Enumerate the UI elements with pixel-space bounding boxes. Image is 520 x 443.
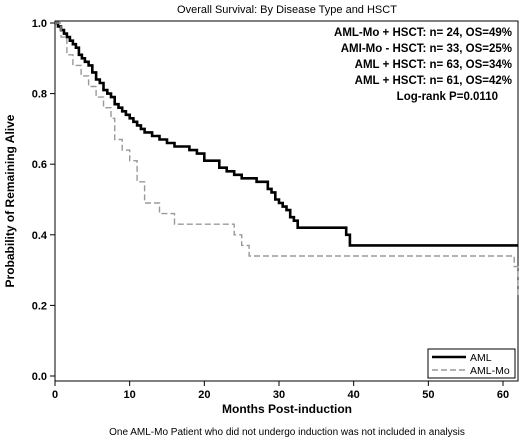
y-tick-label-2: 0.4 [32,230,48,242]
chart-title: Overall Survival: By Disease Type and HS… [177,4,397,16]
x-tick-label-2: 20 [198,389,210,401]
x-tick-label-3: 30 [273,389,285,401]
stats-annotation: AML-Mo + HSCT: n= 24, OS=49% AMI-Mo - HS… [334,27,512,103]
plot-frame [54,20,519,382]
stat-log-rank: Log-rank P=0.0110 [397,91,498,103]
legend-label-aml-mo: AML-Mo [470,365,510,377]
legend-box [427,348,516,379]
y-tick-label-0: 0.0 [32,371,47,383]
x-tick-label-6: 60 [497,389,509,401]
y-axis-label: Probability of Remaining Alive [3,114,17,287]
stat-aml-hsct-1: AML + HSCT: n= 63, OS=34% [355,59,512,71]
x-axis-label: Months Post-induction [222,402,352,416]
series-line-aml-mo [55,22,519,299]
series-line-aml [55,21,518,247]
y-tick-label-5: 1.0 [32,18,47,30]
stat-aml-mo-hsct: AML-Mo + HSCT: n= 24, OS=49% [334,27,512,39]
y-tick-label-3: 0.6 [32,159,47,171]
stat-aml-mo-no-hsct: AMI-Mo - HSCT: n= 33, OS=25% [341,43,512,55]
legend: AML AML-Mo [427,348,516,379]
y-axis: 0.0 0.2 0.4 0.6 0.8 1.0 [32,18,55,383]
stat-aml-hsct-2: AML + HSCT: n= 61, OS=42% [355,75,512,87]
y-tick-label-4: 0.8 [32,89,47,101]
x-tick-label-5: 50 [422,389,434,401]
survival-curves [55,21,519,299]
legend-label-aml: AML [470,352,492,364]
x-tick-label-1: 10 [124,389,136,401]
x-tick-label-0: 0 [52,389,58,401]
x-tick-label-4: 40 [348,389,360,401]
y-tick-label-1: 0.2 [32,300,47,312]
x-axis: 0 10 20 30 40 50 60 [52,381,509,401]
footnote: One AML-Mo Patient who did not undergo i… [109,427,465,438]
